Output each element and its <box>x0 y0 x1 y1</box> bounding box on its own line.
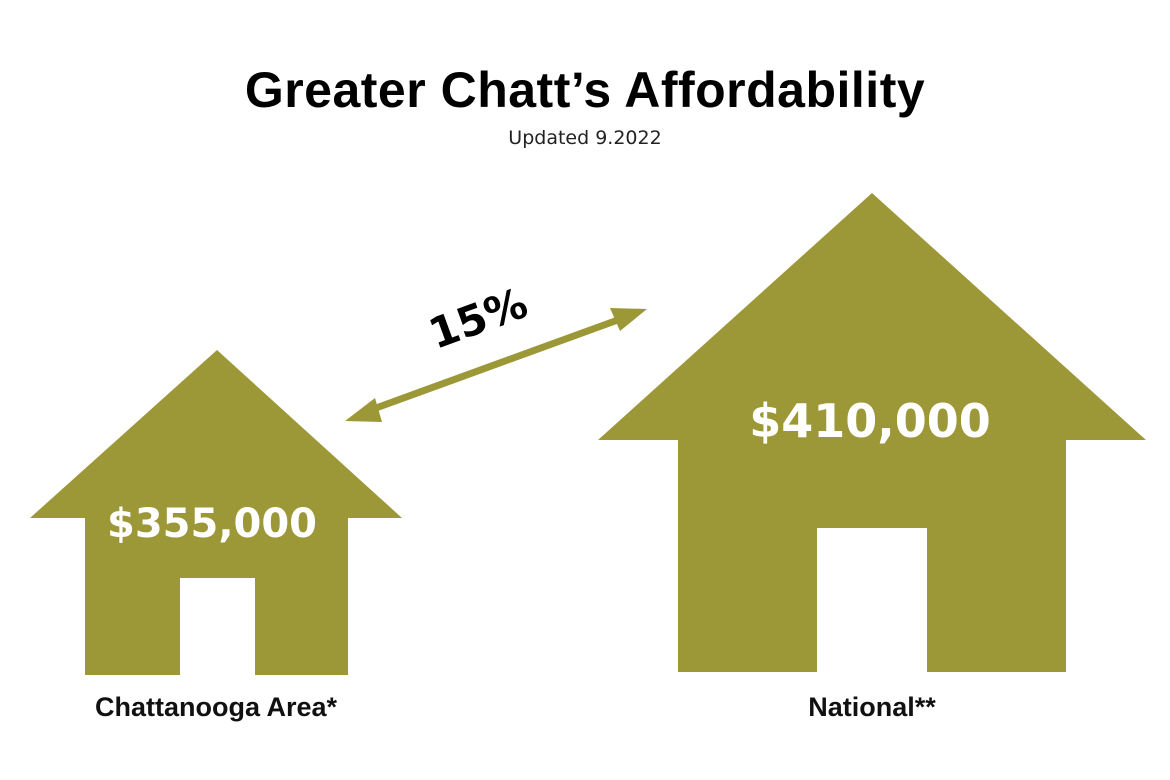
arrow-shaft <box>363 313 628 416</box>
chart-subtitle: Updated 9.2022 <box>508 127 662 149</box>
house-mark-chattanooga: $355,000 <box>30 350 402 675</box>
difference-label: 15% <box>422 278 533 358</box>
chart-title: Greater Chatt’s Affordability <box>244 62 926 118</box>
category-label-national: National** <box>808 692 936 722</box>
house-body-chattanooga <box>85 510 348 675</box>
category-label-chattanooga: Chattanooga Area* <box>95 692 338 722</box>
value-label-national: $410,000 <box>749 394 991 448</box>
arrow-head-left <box>345 398 382 422</box>
difference-arrow <box>345 308 647 422</box>
value-label-chattanooga: $355,000 <box>107 501 317 547</box>
house-roof-national <box>598 193 1146 440</box>
arrow-head-right <box>610 308 647 331</box>
house-mark-national: $410,000 <box>598 193 1146 672</box>
house-body-national <box>678 430 1066 672</box>
house-roof-chattanooga <box>30 350 402 518</box>
